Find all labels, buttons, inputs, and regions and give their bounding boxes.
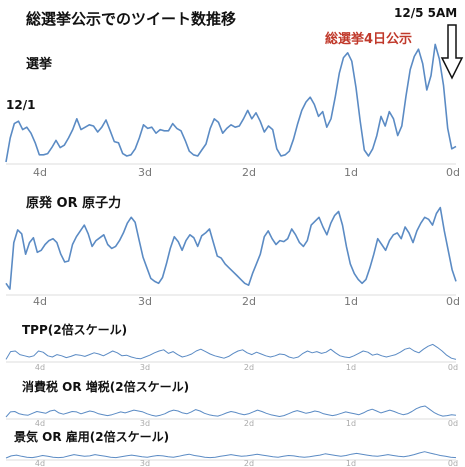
start-date-label: 12/1 xyxy=(6,98,36,112)
panel-4-title: 消費税 OR 増税(2倍スケール) xyxy=(22,379,189,394)
end-date-label: 12/5 5AM xyxy=(394,6,458,20)
panel-5: 景気 OR 雇用(2倍スケール) 4d 3d 2d 1d 0d xyxy=(5,429,458,467)
panel-3-series-line xyxy=(5,343,457,360)
panel-3-tick-1d: 1d xyxy=(346,363,356,372)
panel-1-tick-3d: 3d xyxy=(138,166,152,179)
panel-1-title: 選挙 xyxy=(26,56,53,72)
panel-1-tick-2d: 2d xyxy=(242,166,256,179)
panel-3-tick-3d: 3d xyxy=(140,363,150,372)
panel-2-tick-2d: 2d xyxy=(242,295,256,308)
panel-4-tick-3d: 3d xyxy=(140,419,150,428)
panel-4-tick-4d: 4d xyxy=(35,419,45,428)
panel-2-tick-3d: 3d xyxy=(138,295,152,308)
panel-5-tick-1d: 1d xyxy=(346,459,356,467)
panel-3-tick-2d: 2d xyxy=(244,363,254,372)
panel-3-tick-4d: 4d xyxy=(35,363,45,372)
panel-2-tick-4d: 4d xyxy=(33,295,47,308)
panel-2-title: 原発 OR 原子力 xyxy=(26,195,121,211)
panel-4: 消費税 OR 増税(2倍スケール) 4d 3d 2d 1d 0d xyxy=(5,379,458,428)
panel-4-tick-2d: 2d xyxy=(244,419,254,428)
panel-2: 原発 OR 原子力 4d 3d 2d 1d 0d xyxy=(5,195,460,308)
panel-4-tick-1d: 1d xyxy=(346,419,356,428)
panel-3-title: TPP(2倍スケール) xyxy=(22,322,127,337)
panel-2-tick-1d: 1d xyxy=(344,295,358,308)
annotation-label: 総選挙4日公示 xyxy=(325,32,413,47)
panel-5-tick-3d: 3d xyxy=(140,459,150,467)
chart-title: 総選挙公示でのツイート数推移 xyxy=(26,10,237,28)
panel-5-series-line xyxy=(5,451,457,459)
panel-5-tick-4d: 4d xyxy=(35,459,45,467)
panel-1-tick-4d: 4d xyxy=(33,166,47,179)
panel-3: TPP(2倍スケール) 4d 3d 2d 1d 0d xyxy=(5,322,458,372)
panel-4-series-line xyxy=(5,405,457,418)
panel-1: 選挙 4d 3d 2d 1d 0d xyxy=(5,43,460,179)
panel-1-tick-1d: 1d xyxy=(344,166,358,179)
panel-2-series-line xyxy=(5,206,457,290)
down-arrow-icon xyxy=(440,24,464,80)
panel-5-tick-2d: 2d xyxy=(244,459,254,467)
panel-3-tick-0d: 0d xyxy=(448,363,458,372)
panel-4-tick-0d: 0d xyxy=(448,419,458,428)
panel-5-tick-0d: 0d xyxy=(448,459,458,467)
panel-1-series-line xyxy=(5,43,457,163)
panel-1-tick-0d: 0d xyxy=(446,166,460,179)
panel-5-title: 景気 OR 雇用(2倍スケール) xyxy=(14,429,169,444)
panel-2-tick-0d: 0d xyxy=(446,295,460,308)
